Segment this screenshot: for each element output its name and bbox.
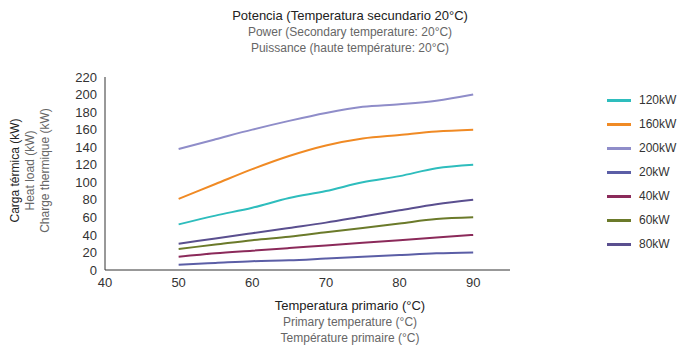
html-text:Carga térmica (kW): Carga térmica (kW) bbox=[7, 118, 22, 223]
html-text:Heat load (kW): Heat load (kW) bbox=[22, 130, 37, 211]
html-text:60kW: 60kW bbox=[639, 213, 670, 227]
html-text:Puissance (haute température:: Puissance (haute température: 20°C) bbox=[250, 41, 450, 55]
svg-text:70: 70 bbox=[319, 275, 333, 290]
svg-text:140: 140 bbox=[75, 140, 97, 155]
html-text:Potencia (Temperatura secundar: Potencia (Temperatura secundario 20°C) bbox=[232, 8, 468, 23]
svg-text:220: 220 bbox=[75, 70, 97, 85]
svg-text:180: 180 bbox=[75, 105, 97, 120]
svg-text:60: 60 bbox=[245, 275, 259, 290]
svg-text:160: 160 bbox=[75, 122, 97, 137]
svg-text:200: 200 bbox=[75, 87, 97, 102]
svg-text:40: 40 bbox=[98, 275, 112, 290]
html-text:80kW: 80kW bbox=[639, 237, 670, 251]
html-text:Power (Secondary temperature:: Power (Secondary temperature: 20°C) bbox=[247, 25, 453, 39]
html-text:Primary temperature (°C): Primary temperature (°C) bbox=[282, 315, 418, 329]
svg-text:80: 80 bbox=[83, 192, 97, 207]
svg-text:40: 40 bbox=[83, 228, 97, 243]
svg-text:50: 50 bbox=[171, 275, 185, 290]
svg-text:90: 90 bbox=[466, 275, 480, 290]
html-text:Temperatura primario (°C): Temperatura primario (°C) bbox=[274, 298, 426, 313]
html-text:120kW: 120kW bbox=[639, 93, 677, 107]
html-text:Charge thermique (kW): Charge thermique (kW) bbox=[37, 108, 52, 233]
svg-text:80: 80 bbox=[392, 275, 406, 290]
html-text:200kW: 200kW bbox=[639, 141, 677, 155]
svg-text:100: 100 bbox=[75, 175, 97, 190]
html-text:160kW: 160kW bbox=[639, 117, 677, 131]
svg-text:60: 60 bbox=[83, 210, 97, 225]
svg-text:120: 120 bbox=[75, 157, 97, 172]
html-text:20kW: 20kW bbox=[639, 165, 670, 179]
svg-text:20: 20 bbox=[83, 245, 97, 260]
html-text:40kW: 40kW bbox=[639, 189, 670, 203]
html-text:Température primaire (°C): Température primaire (°C) bbox=[280, 331, 420, 345]
svg-text:0: 0 bbox=[90, 263, 97, 278]
